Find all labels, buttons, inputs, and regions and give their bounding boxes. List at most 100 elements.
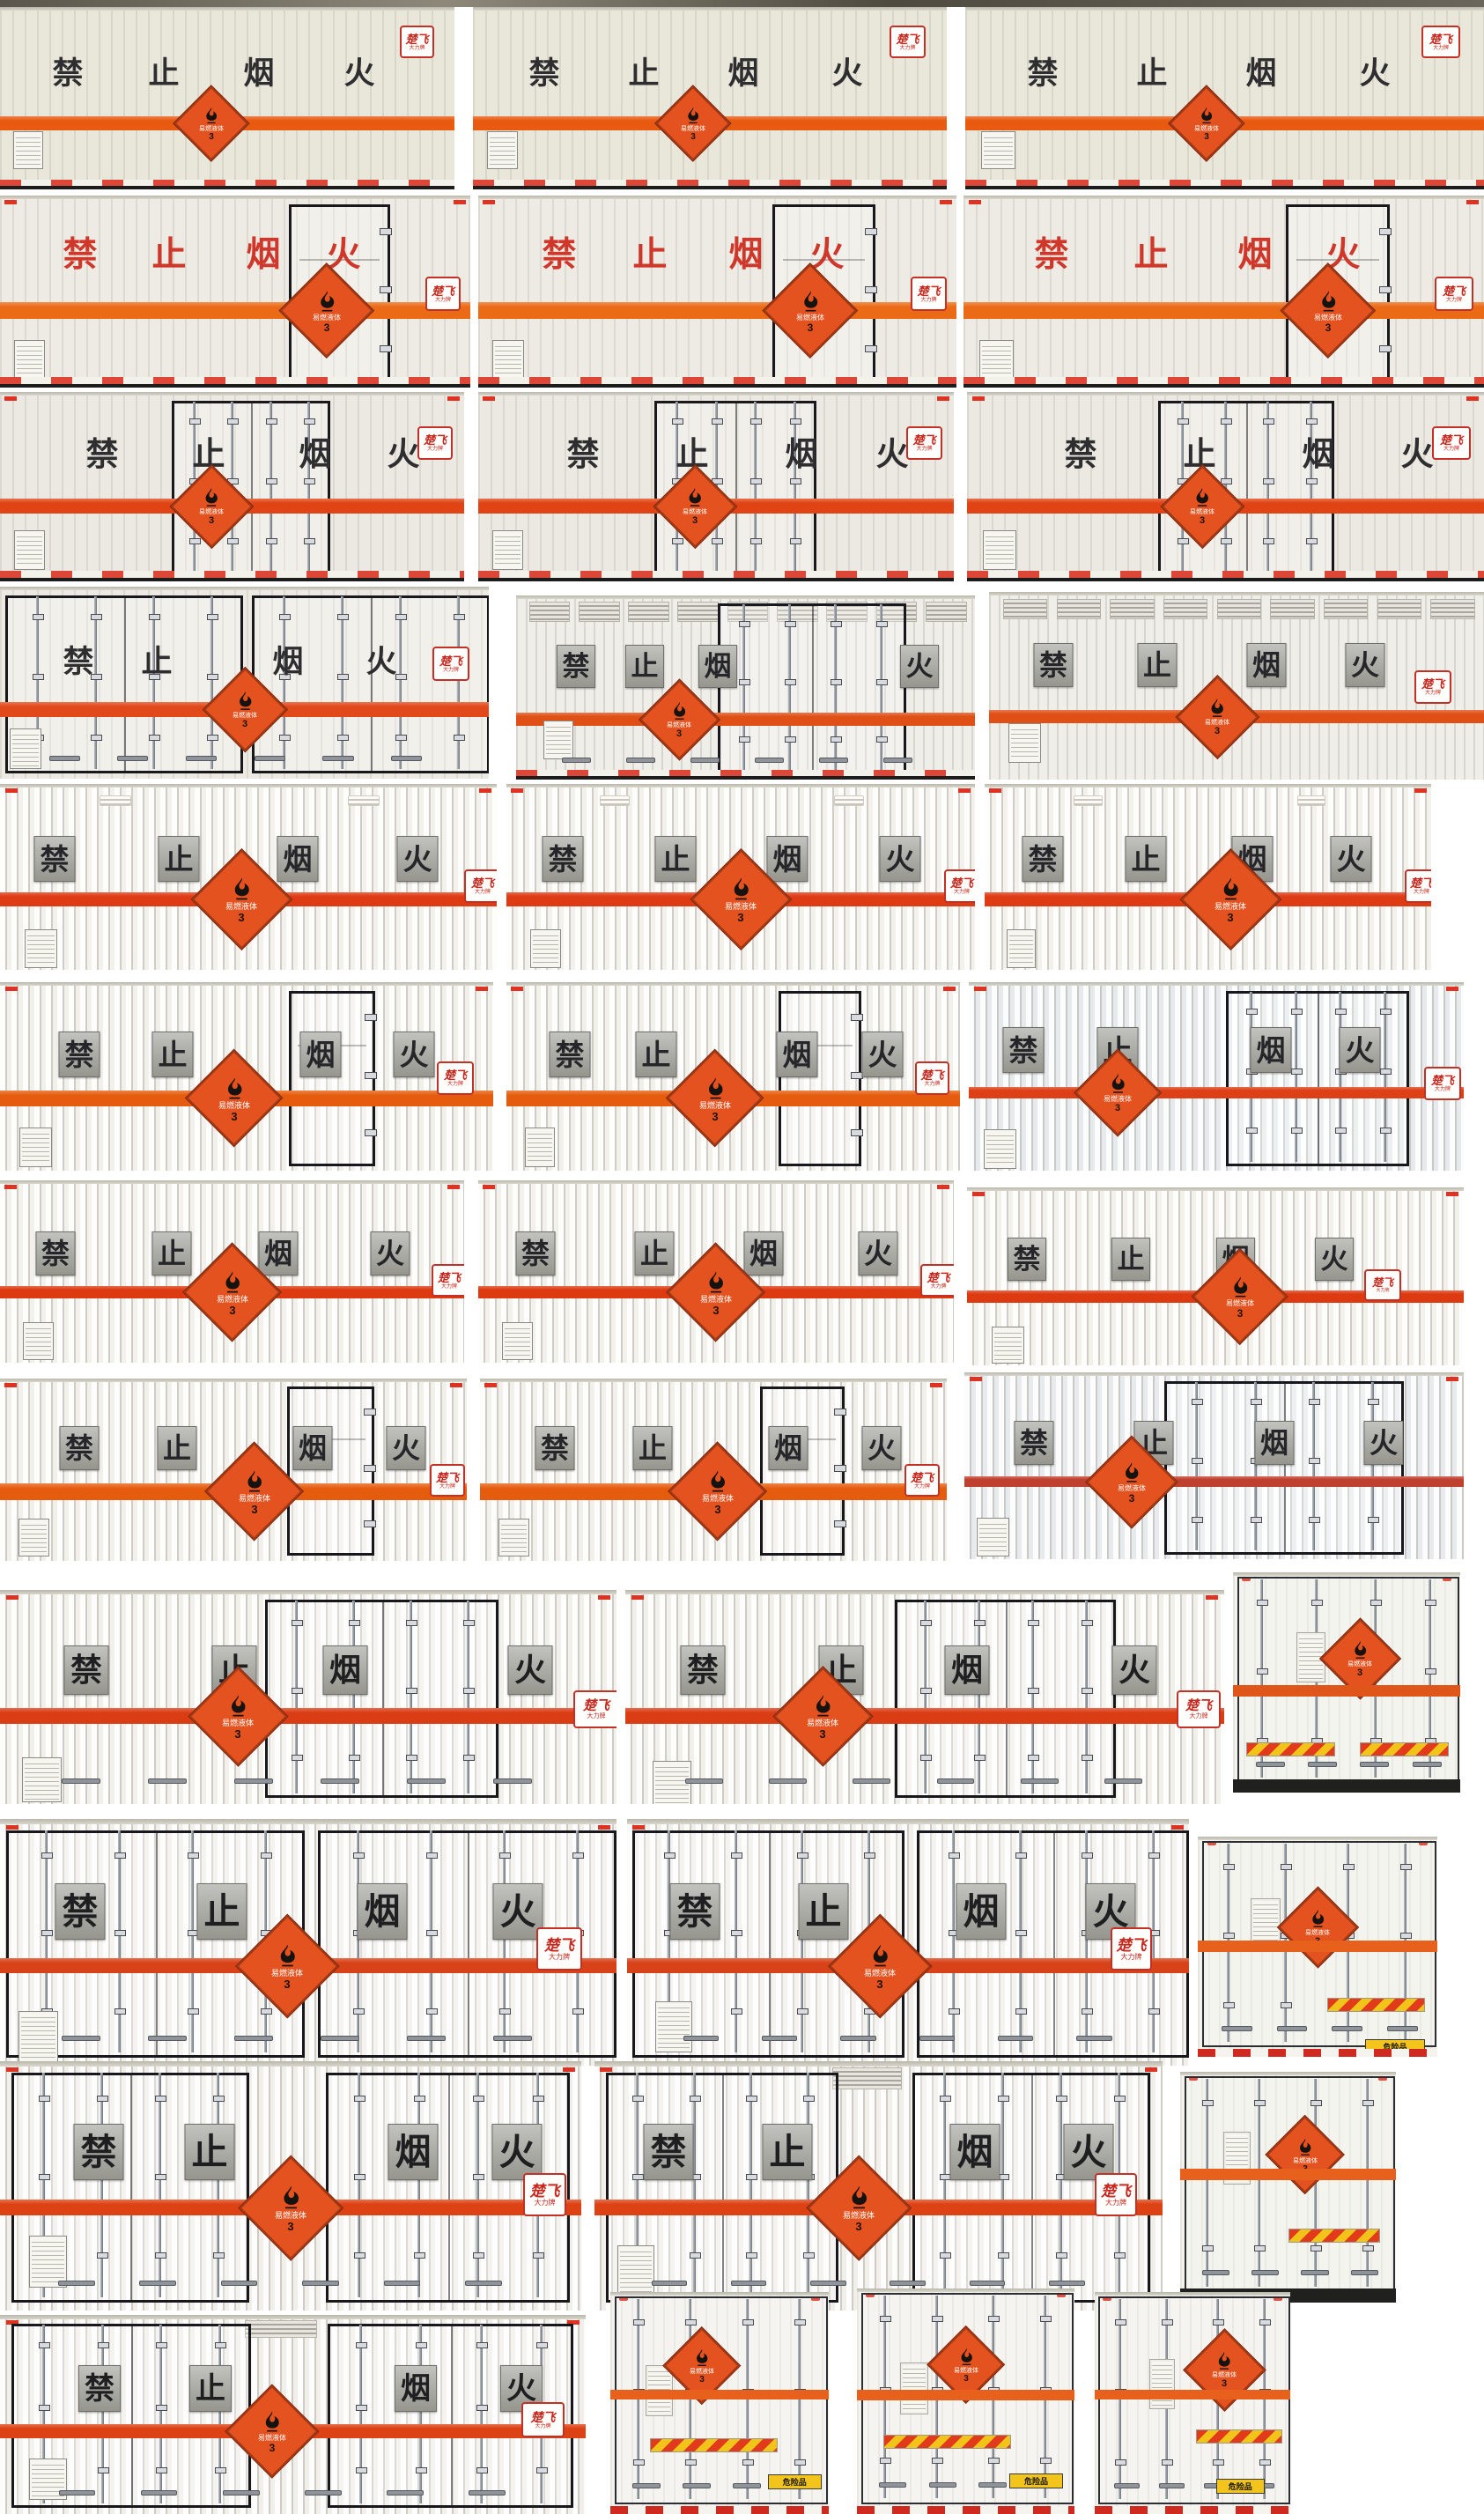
- truck-photo-r3a: 禁 止 烟 火易燃液体 3 楚飞 大力牌: [0, 392, 464, 581]
- char-plate: 禁: [73, 2124, 124, 2180]
- brand-badge: 楚飞 大力牌: [1364, 1269, 1401, 1301]
- no-fireworks-char: 烟: [782, 1038, 812, 1071]
- vehicle-spec-plate: [498, 1519, 529, 1556]
- spec-plate-rows: [986, 1132, 1014, 1166]
- no-fireworks-char: 烟: [956, 2131, 993, 2172]
- door-hinge: [364, 1409, 376, 1416]
- door-lock-rod: [1291, 992, 1303, 1162]
- lock-rod-bracket: [1015, 1852, 1027, 1859]
- brand-badge-sub-text: 大力牌: [1413, 890, 1429, 895]
- char-plate: 烟: [743, 1231, 784, 1275]
- no-fireworks-char: 禁: [62, 1890, 99, 1932]
- spec-plate-rows: [21, 1521, 47, 1554]
- truck-photo-r3b: 禁 止 烟 火易燃液体 3 楚飞 大力牌: [478, 392, 954, 581]
- char-plate: 火: [900, 645, 939, 688]
- door-latch-handle: [818, 757, 849, 763]
- no-fireworks-char: 禁: [63, 645, 94, 679]
- lock-rod-bracket: [1082, 1755, 1093, 1761]
- under-body-shadow: [965, 186, 1484, 189]
- lock-rod-bracket: [940, 2252, 951, 2259]
- char-plate: 火: [393, 1031, 435, 1077]
- hazard-class-number: 3: [1114, 1103, 1121, 1113]
- lock-rod-bracket: [261, 1852, 272, 1859]
- char-plate: 火: [1363, 1421, 1404, 1465]
- brand-badge: 楚飞 大力牌: [1414, 670, 1451, 704]
- lock-rod-bracket: [188, 2008, 199, 2015]
- door-latch-handle: [304, 2489, 342, 2496]
- door-latch-handle: [321, 2036, 359, 2042]
- door-lock-rod: [1028, 1601, 1039, 1793]
- lock-rod-bracket: [156, 2467, 167, 2473]
- hazard-stripe: [1095, 2389, 1290, 2399]
- flame-icon: [283, 2185, 299, 2208]
- lock-rod-bracket: [189, 538, 201, 544]
- roof-louver-vent: [528, 602, 571, 623]
- door-lock-rod: [395, 596, 407, 769]
- hazard-stripe: [857, 2390, 1074, 2401]
- door-latch-handle: [58, 2281, 95, 2287]
- brand-badge-logo-text: 楚飞: [439, 654, 462, 668]
- flame-icon: [1196, 488, 1208, 506]
- door-latch-handle: [928, 2482, 957, 2488]
- no-fireworks-char: 禁: [70, 1652, 102, 1688]
- truck-photo-r6a: 禁 止 烟 火易燃液体 3 楚飞 大力牌: [0, 982, 493, 1171]
- no-fireworks-char: 火: [831, 56, 863, 91]
- flame-icon: [1111, 1074, 1125, 1093]
- vehicle-spec-plate: [23, 1322, 54, 1360]
- hazard-stripe: [516, 713, 975, 726]
- box-roof-edge: [0, 392, 464, 396]
- door-latch-handle: [769, 1778, 807, 1784]
- vehicle-spec-plate: [981, 131, 1015, 169]
- box-roof-edge: [0, 784, 497, 787]
- brand-badge-sub-text: 大力牌: [447, 1082, 463, 1087]
- box-roof-edge: [594, 2061, 1163, 2067]
- truck-photo-r9c: 易燃液体 3: [1233, 1572, 1460, 1793]
- hazard-class-number: 3: [209, 131, 214, 142]
- hazard-diamond-label: 易燃液体: [1190, 509, 1215, 515]
- lock-rod-bracket: [1082, 1852, 1093, 1859]
- roof-marker-light-left: [1207, 1841, 1216, 1845]
- vehicle-spec-plate: [492, 340, 524, 381]
- no-fireworks-char: 止: [641, 1038, 671, 1071]
- door-center-seam: [467, 1833, 469, 2055]
- char-plate: 止: [634, 1231, 675, 1275]
- lock-rod-bracket: [354, 2252, 365, 2259]
- lock-rod-bracket: [1223, 1864, 1235, 1870]
- hazard-class-number: 3: [269, 2442, 276, 2454]
- box-roof-edge: [0, 2061, 581, 2067]
- door-latch-handle: [407, 1778, 446, 1784]
- no-fireworks-char: 禁: [1019, 1427, 1048, 1459]
- lock-rod-bracket: [114, 1852, 126, 1859]
- truck-photo-r3c: 禁 止 烟 火易燃液体 3 楚飞 大力牌: [967, 392, 1484, 581]
- hazard-diamond-label: 易燃液体: [199, 509, 224, 515]
- hazard-class-number: 3: [323, 321, 330, 334]
- char-plate: 烟: [776, 1031, 818, 1077]
- lock-rod-bracket: [463, 1688, 475, 1694]
- lock-rod-bracket: [940, 2096, 951, 2102]
- door-hinge: [380, 344, 392, 352]
- lock-rod-bracket: [91, 674, 102, 680]
- brand-badge-logo-text: 楚飞: [917, 284, 941, 298]
- brand-badge-logo-text: 楚飞: [1430, 1074, 1454, 1087]
- lock-rod-bracket: [473, 2096, 484, 2102]
- reflective-rail: [967, 571, 1484, 581]
- brand-badge: 楚飞 大力牌: [432, 1264, 464, 1297]
- no-fireworks-char: 烟: [1256, 1033, 1286, 1067]
- char-plate: 烟: [944, 1645, 990, 1695]
- spec-plate-rows: [982, 343, 1011, 378]
- door-lock-rod: [731, 1830, 742, 2052]
- hazard-diamond-label: 易燃液体: [724, 902, 757, 911]
- spec-plate-rows: [25, 1760, 59, 1800]
- lock-rod-bracket: [279, 614, 291, 620]
- brand-badge-sub-text: 大力牌: [930, 1283, 947, 1290]
- lock-rod-bracket: [114, 1930, 126, 1936]
- lock-rod-bracket: [213, 2252, 225, 2259]
- no-fireworks-char: 止: [676, 436, 709, 472]
- no-fireworks-char: 烟: [728, 236, 764, 274]
- brand-badge: 楚飞 大力牌: [573, 1690, 616, 1728]
